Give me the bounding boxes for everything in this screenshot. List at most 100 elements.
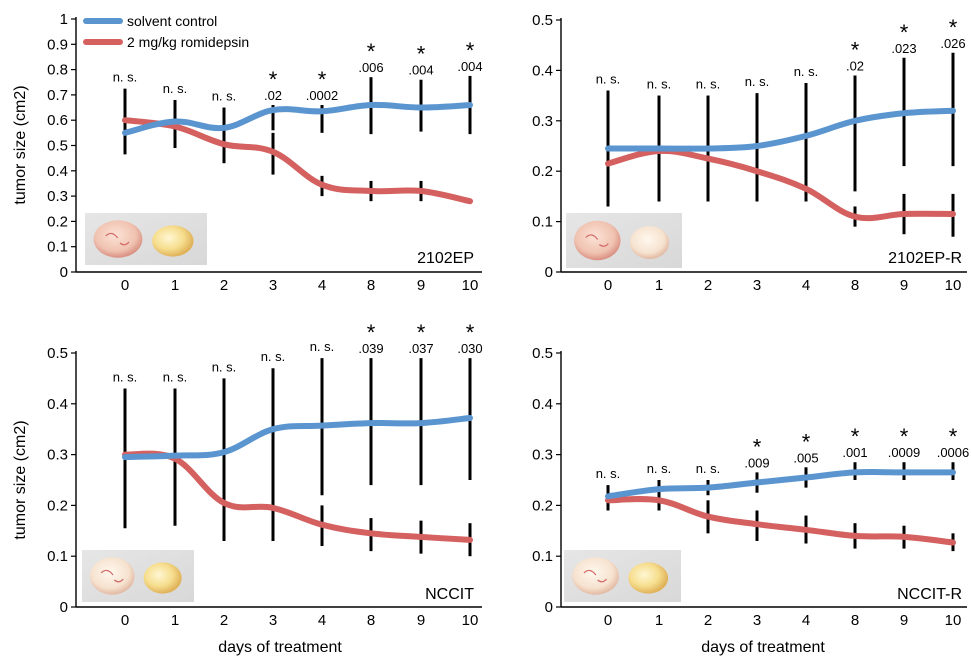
- significance-star: *: [949, 424, 958, 449]
- not-significant-label: n. s.: [212, 89, 237, 104]
- not-significant-label: n. s.: [596, 466, 621, 481]
- chart-panel-1: 00.10.20.30.40.50.60.70.80.910 1 2 3 4 8 9 10tu…: [12, 11, 483, 294]
- x-tick-label: 10: [462, 612, 479, 629]
- y-tick-label: 0.5: [47, 138, 68, 155]
- not-significant-label: n. s.: [113, 370, 138, 385]
- y-tick-label: 0: [60, 599, 68, 616]
- significance-star: *: [802, 429, 811, 454]
- p-value-label: .023: [891, 41, 916, 56]
- panel-cell-line-label: NCCIT-R: [897, 586, 962, 603]
- x-axis-title: days of treatment: [218, 639, 342, 656]
- significance-star: *: [417, 42, 426, 67]
- series-line-solvent-control: [605, 107, 956, 152]
- not-significant-label: n. s.: [647, 461, 672, 476]
- panel-cell-line-label: NCCIT: [425, 586, 474, 603]
- x-tick-label: 3: [269, 612, 277, 629]
- p-value-label: .009: [744, 455, 769, 470]
- tumor-vessels: [585, 234, 609, 247]
- not-significant-label: n. s.: [212, 359, 237, 374]
- y-tick-label: 0.3: [532, 113, 553, 130]
- x-tick-label: 9: [417, 612, 425, 629]
- not-significant-label: n. s.: [696, 77, 721, 92]
- x-tick-label: 10: [945, 277, 962, 294]
- tumor-photo-control: [93, 220, 143, 258]
- y-tick-label: 0.1: [532, 548, 553, 565]
- tumor-vessels: [100, 569, 124, 583]
- x-tick-label: 3: [753, 612, 761, 629]
- y-tick-label: 0.2: [532, 163, 553, 180]
- series-line-romidepsin: [122, 117, 473, 205]
- series-line-romidepsin: [605, 496, 956, 546]
- x-tick-label: 2: [220, 612, 228, 629]
- not-significant-label: n. s.: [794, 64, 819, 79]
- p-value-label: .02: [264, 88, 282, 103]
- y-tick-label: 0: [545, 599, 553, 616]
- not-significant-label: n. s.: [113, 70, 138, 85]
- y-tick-label: 0.8: [47, 62, 68, 79]
- chart-panel-4: 0 0.1 0.2 0.3 0.4 0.5 0 1 2 3 4 8 9 10 days of treatme…: [532, 345, 969, 656]
- series-line-solvent-control: [605, 469, 956, 500]
- x-tick-label: 4: [802, 612, 810, 629]
- legend-label: 2 mg/kg romidepsin: [127, 34, 249, 50]
- y-tick-label: 0.4: [532, 396, 553, 413]
- not-significant-label: n. s.: [696, 461, 721, 476]
- x-tick-label: 0: [604, 612, 612, 629]
- p-value-label: .02: [846, 58, 864, 73]
- not-significant-label: n. s.: [163, 81, 188, 96]
- x-tick-label: 10: [462, 277, 479, 294]
- y-tick-label: 0.1: [532, 214, 553, 231]
- tumor-photo-control: [572, 557, 619, 595]
- p-value-label: .0006: [937, 445, 970, 460]
- y-tick-label: 0.5: [532, 12, 553, 29]
- tumor-photo-treated: [143, 562, 182, 594]
- p-value-label: .0002: [306, 88, 339, 103]
- y-tick-label: 0: [545, 264, 553, 281]
- p-value-label: .037: [408, 341, 433, 356]
- panel-cell-line-label: 2102EP-R: [888, 250, 962, 267]
- p-value-label: .005: [793, 450, 818, 465]
- chart-panel-2: 0 0.1 0.2 0.3 0.4 0.5 0 1 2 3 4 8 9 10 2102EP-R n. s. n.…: [532, 12, 967, 294]
- significance-star: *: [753, 434, 762, 459]
- significance-star: *: [466, 320, 475, 345]
- x-tick-label: 1: [655, 277, 663, 294]
- series-line-romidepsin: [122, 450, 473, 543]
- p-value-label: .039: [358, 341, 383, 356]
- y-tick-label: 0.9: [47, 36, 68, 53]
- tumor-vessels: [105, 232, 130, 246]
- significance-star: *: [417, 320, 426, 345]
- x-tick-label: 9: [417, 277, 425, 294]
- x-tick-label: 4: [802, 277, 810, 294]
- not-significant-label: n. s.: [647, 77, 672, 92]
- significance-star: *: [900, 424, 909, 449]
- not-significant-label: n. s.: [745, 74, 770, 89]
- x-tick-label: 2: [704, 612, 712, 629]
- x-tick-label: 2: [704, 277, 712, 294]
- significance-star: *: [851, 37, 860, 62]
- p-value-label: .004: [408, 63, 433, 78]
- p-value-label: .001: [842, 445, 867, 460]
- y-tick-label: 0.5: [532, 345, 553, 362]
- legend-label: solvent control: [127, 13, 217, 29]
- series-line-solvent-control: [122, 101, 473, 136]
- p-value-label: .004: [457, 59, 482, 74]
- y-tick-label: 0.3: [47, 188, 68, 205]
- p-value-label: .0009: [888, 445, 921, 460]
- x-tick-label: 8: [367, 612, 375, 629]
- tumor-photo-treated: [629, 226, 670, 259]
- series-line-solvent-control: [122, 415, 473, 461]
- y-tick-label: 0.2: [47, 497, 68, 514]
- significance-star: *: [851, 424, 860, 449]
- y-tick-label: 0.4: [47, 396, 68, 413]
- x-tick-label: 8: [851, 612, 859, 629]
- y-tick-label: 0.7: [47, 87, 68, 104]
- y-tick-label: 0.2: [47, 213, 68, 230]
- significance-star: *: [269, 67, 278, 92]
- y-tick-label: 0.3: [532, 447, 553, 464]
- y-axis-title: tumor size (cm2): [12, 420, 29, 539]
- significance-star: *: [466, 38, 475, 63]
- not-significant-label: n. s.: [163, 370, 188, 385]
- x-tick-label: 4: [318, 277, 326, 294]
- not-significant-label: n. s.: [261, 349, 286, 364]
- y-tick-label: 0: [60, 264, 68, 281]
- x-tick-label: 1: [655, 612, 663, 629]
